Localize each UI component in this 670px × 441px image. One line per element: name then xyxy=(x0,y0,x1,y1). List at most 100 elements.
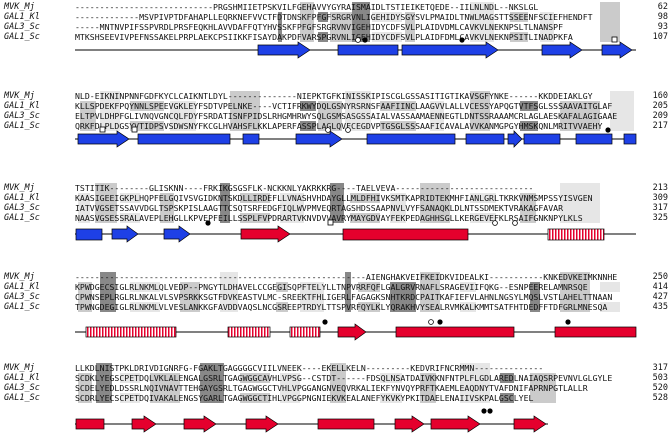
shade-cell xyxy=(300,282,324,292)
seq-position: 427 xyxy=(652,292,668,302)
helix-box xyxy=(465,133,505,145)
shade-cell xyxy=(78,193,90,203)
helix-box xyxy=(342,228,469,241)
shade-cell xyxy=(278,32,282,42)
shade-cell xyxy=(100,111,120,121)
shade-cell xyxy=(330,383,346,393)
shade-cell xyxy=(460,363,490,373)
shade-cell xyxy=(300,2,314,12)
seq-name: GAL1_Kl xyxy=(4,193,40,203)
shade-cell xyxy=(600,22,620,32)
shade-cell xyxy=(560,203,600,213)
seq-name: MVK_Mj xyxy=(4,183,35,193)
shade-cell xyxy=(220,213,230,223)
shade-cell xyxy=(318,101,342,111)
shade-cell xyxy=(345,101,371,111)
shade-cell xyxy=(200,363,224,373)
filled-circle-marker xyxy=(362,37,368,43)
shade-cell xyxy=(420,383,436,393)
shade-cell xyxy=(510,12,528,22)
striped-helix-box xyxy=(85,326,177,338)
helix-box xyxy=(317,418,375,430)
shade-cell xyxy=(610,121,634,131)
shade-cell xyxy=(600,282,620,292)
filled-circle-marker xyxy=(605,127,611,133)
shade-cell xyxy=(560,183,600,193)
shade-cell xyxy=(80,111,96,121)
shade-cell xyxy=(230,101,260,111)
shade-cell xyxy=(96,373,112,383)
shade-cell xyxy=(405,22,415,32)
shade-cell xyxy=(220,282,238,292)
shade-cell xyxy=(420,193,450,203)
shade-cell xyxy=(95,203,117,213)
shade-cell xyxy=(460,282,476,292)
structure-track-3 xyxy=(75,219,636,243)
beta-strand-arrow xyxy=(295,130,343,148)
shade-cell xyxy=(350,193,380,203)
shade-cell xyxy=(330,393,346,403)
shade-cell xyxy=(330,373,346,383)
seq-text: ----------------------------PRGSHMIIETPS… xyxy=(75,2,539,12)
shade-cell xyxy=(300,22,314,32)
shade-cell xyxy=(560,111,600,121)
seq-position: 213 xyxy=(652,183,668,193)
shade-cell xyxy=(530,302,540,312)
shade-cell xyxy=(280,213,304,223)
open-circle-marker xyxy=(428,319,434,325)
seq-text: MTKSHSEEVIVPEFNSSAKELPRPLAEKCPSIIKKFISAY… xyxy=(75,32,573,42)
shade-cell xyxy=(520,203,536,213)
shade-cell xyxy=(352,22,370,32)
open-square-marker xyxy=(131,126,138,133)
shade-cell xyxy=(180,302,200,312)
shade-cell xyxy=(95,183,117,193)
helix-box xyxy=(395,326,515,338)
shade-cell xyxy=(130,302,160,312)
beta-strand-arrow xyxy=(257,41,311,59)
shade-cell xyxy=(470,193,496,203)
shade-cell xyxy=(130,101,164,111)
seq-text: TPWNGDEGIGLRLNKMLVLVESLANKKGFAVDDVAQSLNC… xyxy=(75,302,608,312)
shade-cell xyxy=(610,111,634,121)
shade-cell xyxy=(100,282,116,292)
beta-strand-arrow xyxy=(513,415,547,433)
shade-cell xyxy=(600,12,620,22)
shade-cell xyxy=(150,383,180,393)
seq-position: 160 xyxy=(652,91,668,101)
shade-cell xyxy=(330,203,344,213)
open-circle-marker xyxy=(345,127,351,133)
shade-cell xyxy=(460,393,490,403)
helix-box xyxy=(75,228,103,241)
shade-cell xyxy=(560,193,600,203)
beta-strand-arrow xyxy=(507,130,523,148)
shade-cell xyxy=(220,203,230,213)
shade-cell xyxy=(230,111,260,121)
seq-name: MVK_Mj xyxy=(4,272,35,282)
shade-cell xyxy=(280,203,304,213)
shade-cell xyxy=(430,101,444,111)
shade-cell xyxy=(130,121,164,131)
seq-position: 62 xyxy=(657,2,668,12)
shade-cell xyxy=(170,121,196,131)
structure-track-1 xyxy=(75,36,636,59)
seq-name: GAL1_Kl xyxy=(4,12,40,22)
shade-cell xyxy=(430,121,444,131)
seq-text: -----MNTNVPIFSSPVRDLPRSFEQKHLAVVDAFFQTYH… xyxy=(75,22,563,32)
seq-position: 209 xyxy=(652,111,668,121)
shade-cell xyxy=(160,193,174,203)
shade-cell xyxy=(352,12,370,22)
shade-cell xyxy=(510,32,528,42)
seq-text: KAASIGEEIGKPLHQPFELGQIVSVGIDKNTSKDLLIRDE… xyxy=(75,193,593,203)
helix-box xyxy=(623,133,637,145)
shade-cell xyxy=(80,101,96,111)
shade-cell xyxy=(420,302,440,312)
seq-name: GAL3_Sc xyxy=(4,111,40,121)
shade-cell xyxy=(150,373,180,383)
seq-position: 520 xyxy=(652,383,668,393)
shade-cell xyxy=(420,282,440,292)
shade-cell xyxy=(170,111,196,121)
seq-name: GAL1_Kl xyxy=(4,373,40,383)
beta-strand-arrow xyxy=(245,415,279,433)
shade-cell xyxy=(405,32,415,42)
shade-cell xyxy=(390,193,406,203)
